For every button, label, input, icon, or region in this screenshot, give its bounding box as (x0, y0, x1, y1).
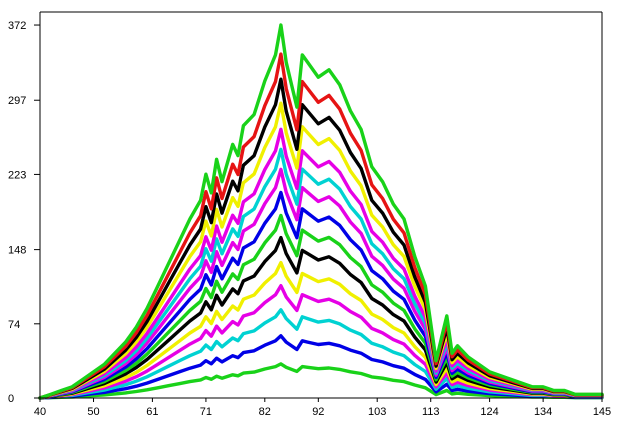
series-line-1 (38, 362, 604, 400)
series-line-12 (38, 101, 604, 400)
x-tick-label: 113 (422, 406, 440, 418)
y-tick-labels: 0 74 148 223 297 372 (8, 20, 40, 405)
series-line-2 (38, 334, 604, 400)
series-line-14 (38, 52, 604, 400)
y-tick-label: 148 (8, 245, 26, 257)
x-tick-label: 50 (87, 406, 99, 418)
x-tick-label: 134 (534, 406, 552, 418)
y-tick-label: 0 (8, 393, 14, 405)
series-line-11 (38, 127, 604, 400)
y-tick-label: 372 (8, 20, 26, 32)
series-line-5 (38, 260, 604, 400)
series-line-9 (38, 167, 604, 400)
y-tick-label: 297 (8, 95, 26, 107)
x-tick-labels: 40 50 61 71 82 92 103 113 124 134 145 (34, 398, 611, 418)
x-tick-label: 82 (259, 406, 271, 418)
x-tick-label: 40 (34, 406, 46, 418)
series-group (38, 23, 604, 400)
series-line-6 (38, 235, 604, 400)
x-tick-label: 61 (146, 406, 158, 418)
series-line-7 (38, 213, 604, 400)
x-tick-label: 71 (200, 406, 212, 418)
x-tick-label: 124 (480, 406, 498, 418)
y-tick-label: 223 (8, 169, 26, 181)
y-tick-label: 74 (8, 319, 20, 331)
x-tick-label: 103 (368, 406, 386, 418)
series-line-15 (38, 23, 604, 400)
x-tick-label: 145 (593, 406, 611, 418)
x-tick-label: 92 (312, 406, 324, 418)
